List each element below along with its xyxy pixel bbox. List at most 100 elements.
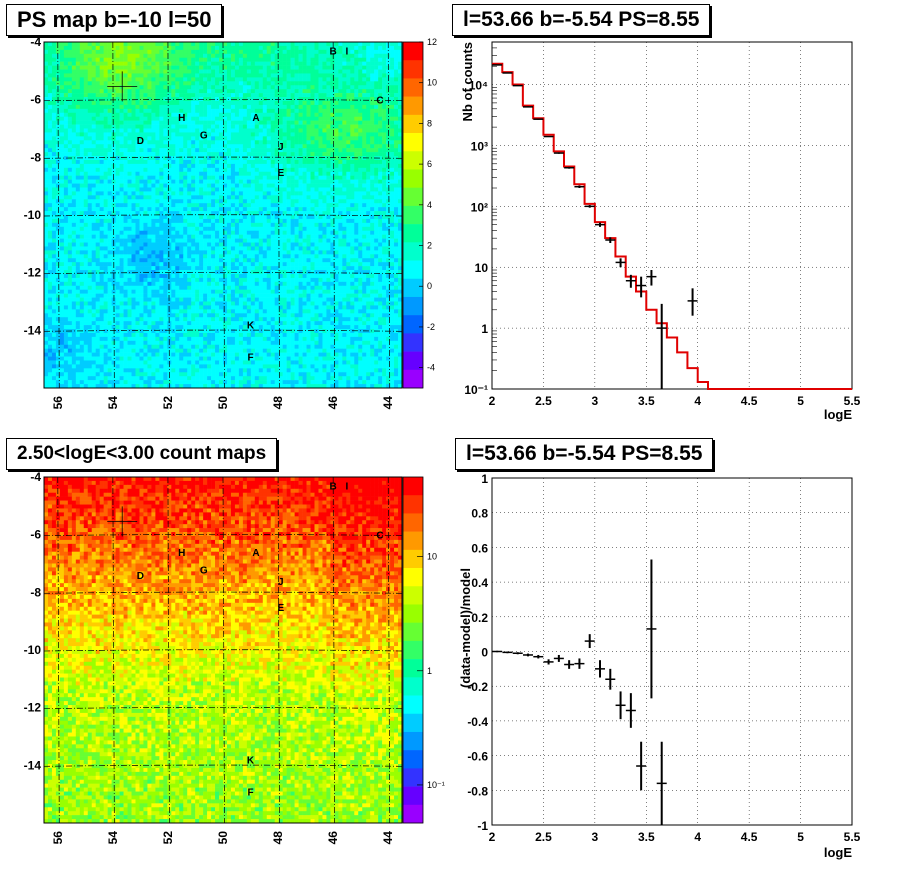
map-pixel [330, 242, 335, 247]
map-pixel [262, 69, 268, 74]
map-pixel [354, 187, 359, 192]
map-pixel [183, 53, 188, 59]
map-pixel [87, 116, 93, 121]
map-pixel [318, 171, 323, 176]
map-pixel [79, 234, 85, 239]
map-pixel [318, 238, 323, 243]
map-pixel [278, 57, 283, 62]
map-pixel [147, 69, 152, 74]
map-pixel [83, 226, 89, 232]
map-pixel [47, 234, 53, 239]
map-pixel [322, 238, 327, 243]
map-pixel [195, 89, 200, 94]
map-pixel [378, 230, 383, 235]
map-pixel [159, 45, 164, 51]
map-pixel [306, 187, 311, 192]
map-pixel [258, 144, 264, 149]
map-pixel [246, 207, 252, 212]
map-pixel [175, 203, 180, 208]
map-pixel [107, 199, 112, 204]
map-pixel [242, 136, 248, 141]
map-pixel [294, 218, 299, 224]
map-pixel [398, 93, 403, 98]
map-pixel [318, 100, 323, 106]
map-pixel [306, 120, 311, 125]
map-pixel [167, 215, 172, 220]
map-pixel [250, 77, 256, 82]
map-pixel [354, 100, 359, 106]
map-pixel [366, 69, 371, 74]
map-pixel [143, 179, 148, 184]
map-pixel [354, 124, 359, 129]
map-pixel [219, 254, 224, 259]
map-pixel [346, 191, 351, 196]
map-pixel [302, 73, 307, 78]
map-pixel [103, 211, 108, 216]
map-pixel [219, 163, 224, 169]
map-pixel [207, 207, 212, 212]
map-pixel [119, 57, 124, 62]
map-pixel [223, 183, 228, 188]
map-pixel [211, 238, 216, 243]
map-pixel [79, 77, 85, 82]
map-pixel [179, 69, 184, 74]
map-pixel [278, 191, 283, 196]
map-pixel [230, 215, 236, 220]
map-pixel [342, 171, 347, 176]
map-pixel [258, 215, 264, 220]
map-pixel [338, 108, 343, 114]
map-pixel [358, 57, 363, 62]
map-pixel [179, 238, 184, 243]
map-pixel [199, 152, 204, 157]
map-pixel [51, 179, 57, 184]
map-pixel [382, 93, 387, 98]
map-pixel [207, 191, 212, 196]
map-pixel [44, 250, 49, 255]
map-pixel [75, 179, 81, 184]
map-pixel [246, 203, 252, 208]
map-pixel [266, 132, 272, 137]
map-pixel [330, 73, 335, 78]
map-pixel [370, 104, 375, 110]
map-pixel [346, 250, 351, 255]
map-pixel [171, 175, 176, 180]
map-pixel [362, 218, 367, 224]
map-pixel [219, 53, 224, 59]
map-pixel [179, 89, 184, 94]
map-pixel [223, 152, 228, 157]
map-pixel [219, 100, 224, 106]
map-pixel [171, 112, 176, 117]
map-pixel [79, 246, 85, 251]
map-pixel [67, 65, 73, 70]
map-pixel [123, 242, 128, 247]
map-pixel [290, 93, 295, 98]
map-pixel [191, 73, 196, 78]
map-pixel [390, 120, 395, 125]
map-pixel [226, 171, 232, 176]
map-pixel [386, 226, 391, 232]
map-pixel [139, 215, 144, 220]
map-pixel [44, 69, 49, 74]
map-pixel [99, 100, 104, 106]
map-pixel [203, 226, 208, 232]
map-pixel [390, 57, 395, 62]
map-pixel [111, 120, 116, 125]
map-pixel [207, 49, 212, 55]
map-pixel [119, 140, 124, 145]
map-pixel [242, 108, 248, 114]
map-pixel [382, 45, 387, 51]
map-pixel [211, 226, 216, 232]
map-pixel [95, 104, 100, 110]
map-pixel [390, 156, 395, 161]
map-pixel [183, 85, 188, 90]
map-pixel [119, 132, 124, 137]
map-pixel [207, 116, 212, 121]
map-pixel [394, 69, 399, 74]
map-pixel [87, 163, 93, 169]
map-pixel [207, 246, 212, 251]
map-pixel [302, 191, 307, 196]
map-pixel [238, 112, 244, 117]
map-pixel [127, 45, 132, 51]
map-pixel [378, 195, 383, 200]
map-pixel [234, 77, 240, 82]
